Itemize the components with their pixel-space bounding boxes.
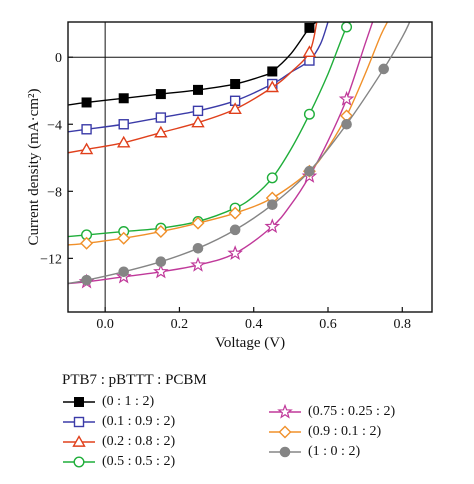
data-point [341, 118, 352, 130]
x-tick-label: 0.4 [245, 317, 263, 332]
legend-label: (0.9 : 0.1 : 2) [308, 424, 382, 439]
legend-swatch [63, 397, 95, 407]
x-tick-label: 0.2 [171, 317, 189, 332]
series-6 [68, 22, 411, 286]
legend-label: (0.1 : 0.9 : 2) [102, 414, 176, 429]
legend-swatch [63, 456, 95, 468]
data-point [191, 115, 205, 128]
legend-label: (0.75 : 0.25 : 2) [308, 404, 396, 419]
data-point [154, 225, 168, 239]
data-point [265, 80, 279, 93]
series-2 [68, 22, 318, 155]
series-5 [68, 22, 389, 250]
data-point [193, 84, 203, 95]
legend-marker [73, 416, 85, 428]
series-4 [68, 22, 374, 289]
legend-marker [279, 446, 291, 458]
legend: PTB7 : pBTTT : PCBM (0 : 1 : 2) (0.1 : 0.… [62, 372, 442, 472]
legend-swatch [63, 435, 95, 447]
x-axis-label: Voltage (V) [215, 335, 285, 351]
data-point [153, 263, 169, 279]
data-point [81, 124, 92, 135]
data-point [118, 266, 130, 278]
data-point [341, 22, 353, 33]
plot-frame [67, 21, 433, 313]
legend-marker [73, 456, 85, 468]
legend-item: (0 : 1 : 2) [62, 392, 154, 412]
data-point [264, 218, 281, 234]
series-line [68, 22, 411, 285]
data-point [155, 89, 166, 100]
data-point [227, 245, 243, 260]
x-tick-label: 0.6 [319, 317, 337, 332]
data-point [192, 105, 204, 117]
data-point [266, 172, 278, 184]
legend-label: (0.2 : 0.8 : 2) [102, 434, 176, 449]
data-point [229, 224, 241, 236]
legend-item: (0.9 : 0.1 : 2) [268, 422, 381, 442]
legend-item: (0.5 : 0.5 : 2) [62, 452, 175, 472]
data-point [303, 108, 315, 120]
data-point [118, 119, 129, 130]
data-point [230, 79, 241, 90]
data-point [155, 112, 167, 123]
legend-item: (0.75 : 0.25 : 2) [268, 402, 395, 422]
legend-title: PTB7 : pBTTT : PCBM [62, 372, 207, 388]
data-point [81, 274, 92, 286]
legend-marker [72, 435, 86, 447]
data-point [304, 165, 315, 177]
series-line [68, 22, 318, 154]
data-point [80, 236, 94, 250]
legend-swatch [63, 416, 95, 428]
data-point [81, 97, 92, 108]
legend-swatch [269, 446, 301, 458]
data-point [154, 125, 168, 138]
data-point [304, 22, 315, 33]
x-tick-label: 0.8 [394, 317, 412, 332]
data-point [378, 63, 390, 75]
data-point [155, 256, 167, 268]
series-line [68, 22, 374, 285]
legend-item: (1 : 0 : 2) [268, 442, 360, 462]
x-tick-label: 0.0 [96, 317, 114, 332]
data-point [192, 243, 204, 254]
legend-item: (0.1 : 0.9 : 2) [62, 412, 175, 432]
y-tick-label: −12 [40, 252, 62, 267]
y-tick-label: −8 [47, 185, 62, 200]
jv-chart: 0.0 0.2 0.4 0.6 0.8 0 −4 −8 −12 Voltage (V) Curr… [26, 21, 433, 351]
data-point [117, 135, 131, 148]
data-point [79, 142, 94, 155]
data-point [228, 102, 242, 114]
legend-swatch [269, 404, 301, 419]
legend-marker [278, 425, 292, 439]
data-point [228, 206, 242, 220]
data-point [338, 90, 355, 106]
y-tick-label: −4 [47, 118, 62, 133]
legend-swatch [269, 425, 301, 439]
legend-label: (1 : 0 : 2) [308, 444, 361, 459]
series-layer [68, 22, 411, 289]
ticks-layer: 0.0 0.2 0.4 0.6 0.8 0 −4 −8 −12 [40, 51, 411, 332]
legend-label: (0 : 1 : 2) [102, 394, 155, 409]
y-axis-label: Current density (mA·cm²) [26, 89, 42, 246]
legend-marker [277, 404, 293, 419]
data-point [117, 231, 131, 245]
series-0 [68, 22, 318, 108]
y-tick-label: 0 [55, 51, 62, 66]
legend-item: (0.2 : 0.8 : 2) [62, 432, 175, 452]
data-point [191, 216, 205, 230]
data-point [190, 256, 206, 272]
legend-marker [74, 397, 84, 407]
legend-label: (0.5 : 0.5 : 2) [102, 454, 176, 469]
data-point [118, 93, 129, 104]
data-point [267, 66, 278, 77]
data-point [266, 199, 278, 211]
data-point [302, 45, 317, 57]
